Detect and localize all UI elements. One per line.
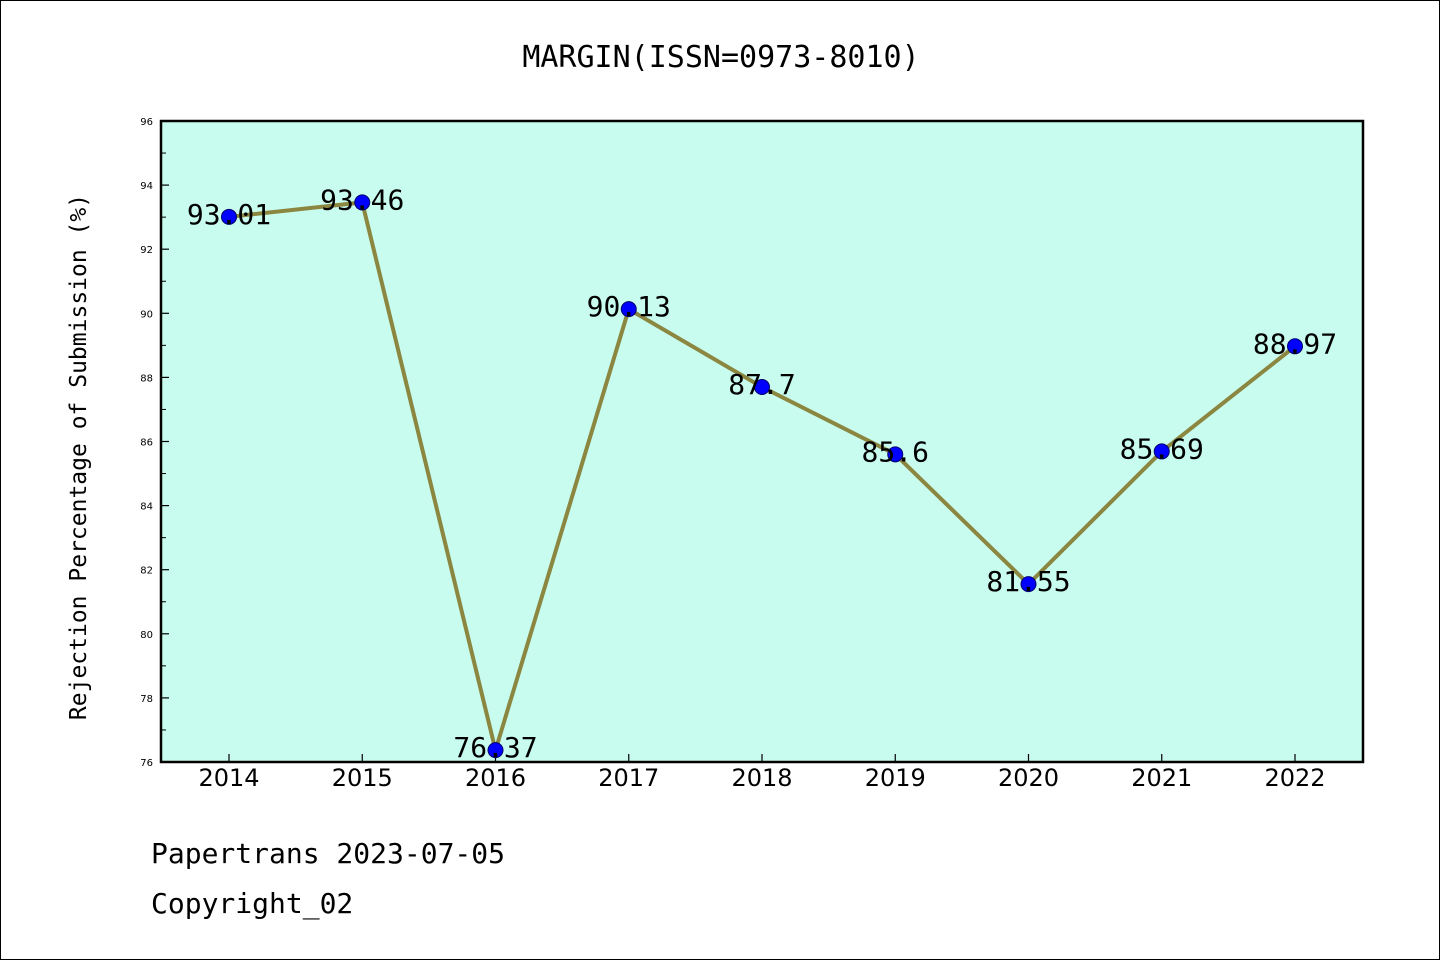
- x-tick-label: 2021: [1131, 764, 1192, 792]
- footer-copyright: Copyright_02: [151, 887, 354, 920]
- y-tick-label: 80: [140, 630, 153, 641]
- y-tick-label: 84: [140, 502, 153, 513]
- data-label-2015: 93.46: [320, 183, 404, 216]
- footer-papertrans: Papertrans 2023-07-05: [151, 837, 506, 870]
- data-label-2020: 81.55: [986, 565, 1070, 598]
- y-tick-label: 82: [140, 566, 153, 577]
- data-point-2015: [354, 194, 371, 211]
- y-tick-label: 94: [140, 181, 153, 192]
- y-axis-label: Rejection Percentage of Submission (%): [66, 194, 92, 720]
- chart-title: MARGIN(ISSN=0973-8010): [522, 40, 919, 75]
- data-label-2022: 88.97: [1253, 327, 1337, 360]
- y-tick-label: 78: [140, 694, 153, 705]
- x-tick-label: 2019: [865, 764, 926, 792]
- data-label-2018: 87.7: [728, 368, 795, 401]
- data-point-2014: [221, 208, 237, 225]
- data-point-2018: [754, 379, 770, 396]
- y-tick-label: 86: [140, 438, 153, 449]
- plot-area: 76 78 80 82 84 86 88 90 92 94 96 2014 2015 2016 2017 20…: [140, 117, 1365, 792]
- y-tick-label: 90: [140, 309, 153, 320]
- data-point-2020: [1020, 576, 1037, 593]
- data-label-2016: 76.37: [453, 731, 537, 764]
- data-point-2022: [1287, 338, 1303, 355]
- data-point-2016: [487, 742, 504, 759]
- x-tick-label: 2014: [198, 764, 259, 792]
- x-tick-label: 2017: [598, 764, 659, 792]
- data-label-2014: 93.01: [187, 198, 271, 231]
- data-point-2021: [1153, 443, 1170, 460]
- data-label-2021: 85.69: [1120, 432, 1204, 465]
- plot-frame: [159, 119, 1365, 764]
- data-label-2019: 85.6: [862, 435, 929, 468]
- x-tick-label: 2020: [998, 764, 1059, 792]
- y-tick-label: 76: [140, 758, 153, 769]
- x-tick-label: 2016: [465, 764, 526, 792]
- data-label-2017: 90.13: [587, 290, 671, 323]
- plot-background: [161, 121, 1363, 762]
- data-point-2019: [887, 446, 904, 463]
- x-tick-label: 2015: [332, 764, 393, 792]
- y-tick-label: 88: [140, 373, 153, 384]
- x-tick-label: 2022: [1264, 764, 1325, 792]
- y-tick-label: 96: [140, 117, 153, 128]
- x-tick-label: 2018: [731, 764, 792, 792]
- data-point-2017: [620, 301, 637, 318]
- y-tick-label: 92: [140, 245, 153, 256]
